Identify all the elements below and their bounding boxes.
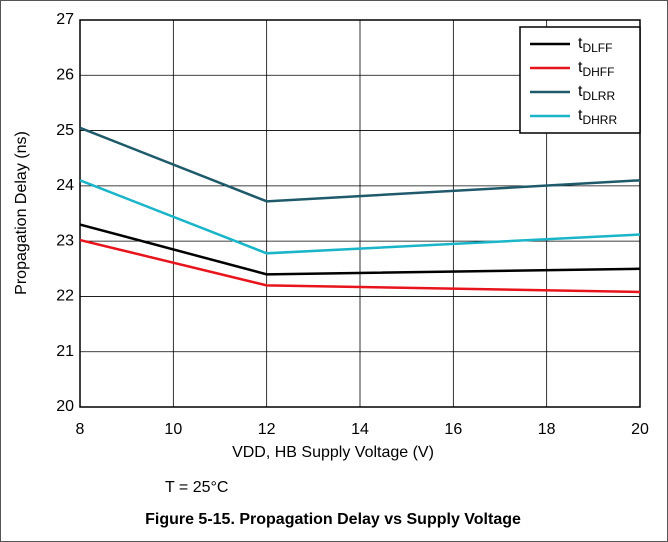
y-tick-label: 23: [56, 232, 74, 249]
y-tick-label: 21: [56, 343, 74, 360]
y-tick-label: 20: [56, 398, 74, 415]
y-axis-label: Propagation Delay (ns): [13, 131, 30, 295]
x-axis-label: VDD, HB Supply Voltage (V): [232, 444, 434, 461]
line-series: [79, 126, 641, 203]
y-tick-label: 26: [56, 67, 74, 84]
annotation: T = 25°C: [165, 479, 228, 496]
x-tick-label: 14: [351, 421, 369, 438]
line-series: [79, 223, 641, 276]
line-series: [79, 238, 641, 294]
plot-border: [79, 19, 641, 408]
caption: Figure 5-15. Propagation Delay vs Supply…: [145, 511, 521, 528]
x-tick-label: 12: [258, 421, 276, 438]
legend-label: tDHFF: [578, 59, 614, 79]
x-tick-label: 18: [538, 421, 556, 438]
x-tick-label: 20: [631, 421, 649, 438]
legend-label: tDLRR: [578, 83, 615, 103]
legend-label: tDHRR: [578, 107, 617, 127]
line-series: [79, 179, 641, 255]
y-tick-label: 25: [56, 122, 74, 139]
x-tick-label: 16: [444, 421, 462, 438]
x-tick-label: 10: [164, 421, 182, 438]
y-tick-label: 24: [56, 177, 74, 194]
y-tick-label: 22: [56, 288, 74, 305]
legend-label: tDLFF: [578, 35, 612, 55]
x-tick-label: 8: [76, 421, 85, 438]
y-tick-label: 27: [56, 11, 74, 28]
